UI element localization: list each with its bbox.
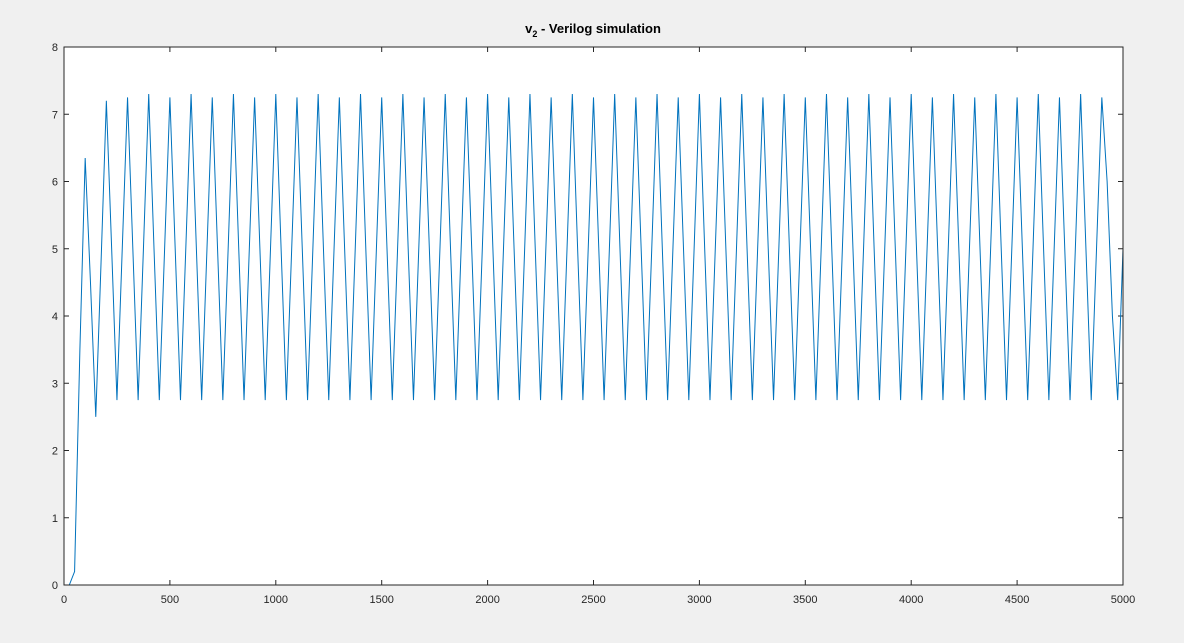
plot-area (64, 47, 1123, 585)
y-tick-label: 8 (52, 42, 58, 54)
title-main: v (525, 21, 533, 36)
x-tick-label: 4500 (1005, 594, 1029, 606)
x-tick-label: 3500 (793, 594, 817, 606)
x-tick-label: 3000 (687, 594, 711, 606)
y-tick-label: 0 (52, 580, 58, 592)
x-tick-label: 2500 (581, 594, 605, 606)
x-tick-label: 4000 (899, 594, 923, 606)
title-rest: - Verilog simulation (537, 21, 661, 36)
y-tick-label: 7 (52, 109, 58, 121)
data-line (64, 94, 1124, 586)
x-tick-label: 1500 (369, 594, 393, 606)
y-tick-label: 4 (52, 311, 58, 323)
y-tick-label: 2 (52, 446, 58, 458)
x-tick-label: 5000 (1111, 594, 1135, 606)
title-subscript: 2 (532, 29, 537, 39)
x-tick-label: 2000 (475, 594, 499, 606)
y-tick-label: 1 (52, 513, 58, 525)
x-tick-label: 500 (161, 594, 179, 606)
axes-box (63, 46, 1124, 586)
chart-title: v2 - Verilog simulation (525, 21, 661, 39)
y-tick-label: 6 (52, 177, 58, 189)
x-tick-label: 1000 (264, 594, 288, 606)
y-tick-label: 5 (52, 244, 58, 256)
y-tick-label: 3 (52, 378, 58, 390)
x-tick-label: 0 (61, 594, 67, 606)
